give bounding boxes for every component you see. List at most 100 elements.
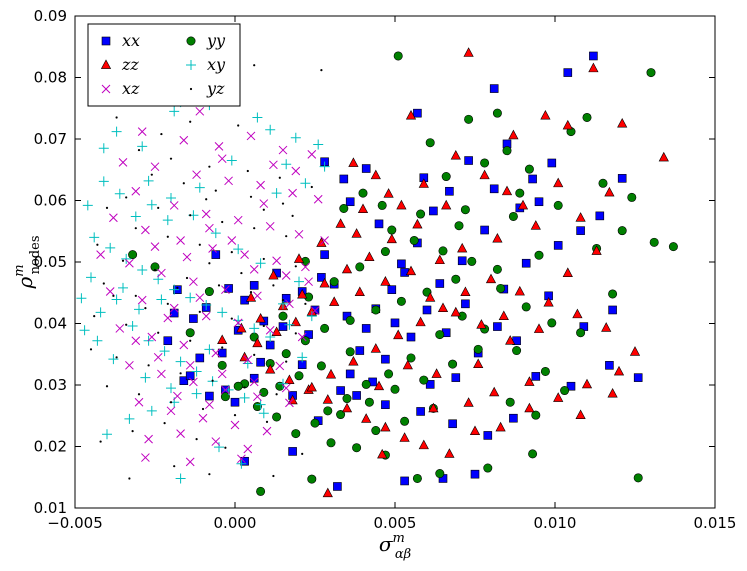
data-point-zz [508, 129, 519, 140]
data-point-yz [115, 356, 118, 359]
data-point-yz [237, 124, 240, 127]
data-point-zz [607, 387, 618, 398]
data-point-xx [265, 340, 275, 350]
data-point-yz [166, 302, 169, 305]
data-point-xz [125, 360, 134, 370]
data-point-xx [169, 308, 179, 318]
data-point-zz [412, 218, 423, 229]
data-point-yy [204, 287, 214, 297]
data-point-xx [256, 357, 265, 367]
data-point-yy [540, 366, 550, 376]
data-point-xx [425, 380, 435, 389]
data-point-xy [255, 258, 266, 269]
data-point-xy [76, 293, 87, 304]
data-point-zz [575, 409, 586, 420]
data-point-xx [387, 285, 397, 294]
data-point-xx [355, 346, 365, 355]
data-point-yy [272, 412, 282, 422]
data-point-zz [562, 267, 573, 277]
data-point-xz [176, 236, 185, 245]
data-point-xx [416, 407, 425, 416]
data-point-yy [521, 302, 531, 312]
x-tick-label: 0.005 [374, 514, 417, 532]
data-point-yz [285, 235, 288, 238]
data-point-zz [386, 233, 397, 244]
data-point-zz [217, 334, 228, 345]
data-point-yz [134, 294, 137, 297]
data-point-yy [320, 323, 330, 333]
data-point-yy [454, 221, 464, 231]
data-point-xx [339, 174, 349, 184]
data-point-xx [534, 197, 544, 207]
data-point-xz [297, 332, 307, 342]
data-point-zz [473, 358, 484, 368]
data-point-yz [243, 386, 246, 389]
data-point-zz [601, 322, 612, 332]
data-point-xz [227, 236, 237, 245]
data-point-xz [96, 250, 105, 259]
data-point-xx [422, 305, 432, 315]
data-point-zz [572, 308, 583, 319]
data-point-xx [547, 158, 557, 168]
data-point-yz [233, 414, 237, 417]
data-point-xy [319, 161, 330, 172]
data-point-xz [118, 158, 128, 167]
data-point-yy [409, 235, 419, 245]
data-point-zz [524, 376, 535, 386]
data-point-zz [370, 169, 381, 180]
data-point-yz [160, 132, 163, 136]
legend-label-yy: yy [206, 31, 226, 50]
data-point-xz [256, 180, 265, 190]
data-point-xz [189, 277, 198, 287]
data-point-xx [230, 397, 240, 407]
data-point-xz [185, 360, 195, 370]
data-point-xy [258, 408, 269, 419]
data-point-zz [236, 322, 247, 333]
data-point-xx [278, 322, 288, 331]
data-point-yz [163, 422, 166, 425]
data-point-zz [658, 151, 669, 162]
data-point-yz [125, 196, 128, 199]
series-xz [96, 82, 329, 467]
data-point-xz [320, 236, 329, 245]
data-point-xz [150, 162, 160, 172]
data-point-yy [492, 108, 502, 118]
data-point-xx [249, 281, 259, 290]
data-point-yz [125, 323, 128, 326]
data-point-zz [252, 337, 263, 348]
data-point-xx [461, 299, 470, 309]
data-point-zz [428, 402, 439, 413]
data-point-xz [224, 176, 233, 186]
data-point-yz [189, 339, 192, 342]
data-point-yz [205, 198, 208, 201]
data-point-yy [547, 318, 557, 328]
data-point-xy [159, 346, 170, 357]
data-point-yy [416, 209, 426, 219]
data-point-xz [240, 250, 249, 259]
data-point-zz [351, 228, 362, 238]
data-point-xx [566, 381, 576, 391]
data-point-xz [217, 154, 227, 164]
data-point-yy [508, 211, 518, 221]
data-point-xz [182, 252, 192, 262]
data-point-xx [281, 293, 291, 303]
data-point-xz [249, 265, 259, 274]
data-point-zz [316, 237, 327, 247]
data-point-yy [480, 158, 490, 168]
data-point-zz [341, 402, 353, 413]
ticks-layer: −0.005 0.000 0.005 0.010 0.015 0.01 0.02 0.03 0.… [34, 7, 737, 532]
legend-item-xx: xx [101, 31, 140, 50]
data-point-xy [233, 315, 244, 326]
data-point-xy [137, 264, 148, 275]
data-point-yy [307, 474, 317, 484]
data-point-xz [288, 188, 297, 198]
data-point-yz [112, 294, 115, 297]
data-point-yy [316, 361, 326, 371]
data-point-xy [300, 178, 311, 189]
data-point-xy [98, 176, 109, 187]
data-point-xy [137, 141, 148, 152]
legend-marker-yz [189, 87, 193, 91]
data-point-xx [397, 259, 406, 269]
data-point-xy [236, 458, 247, 469]
